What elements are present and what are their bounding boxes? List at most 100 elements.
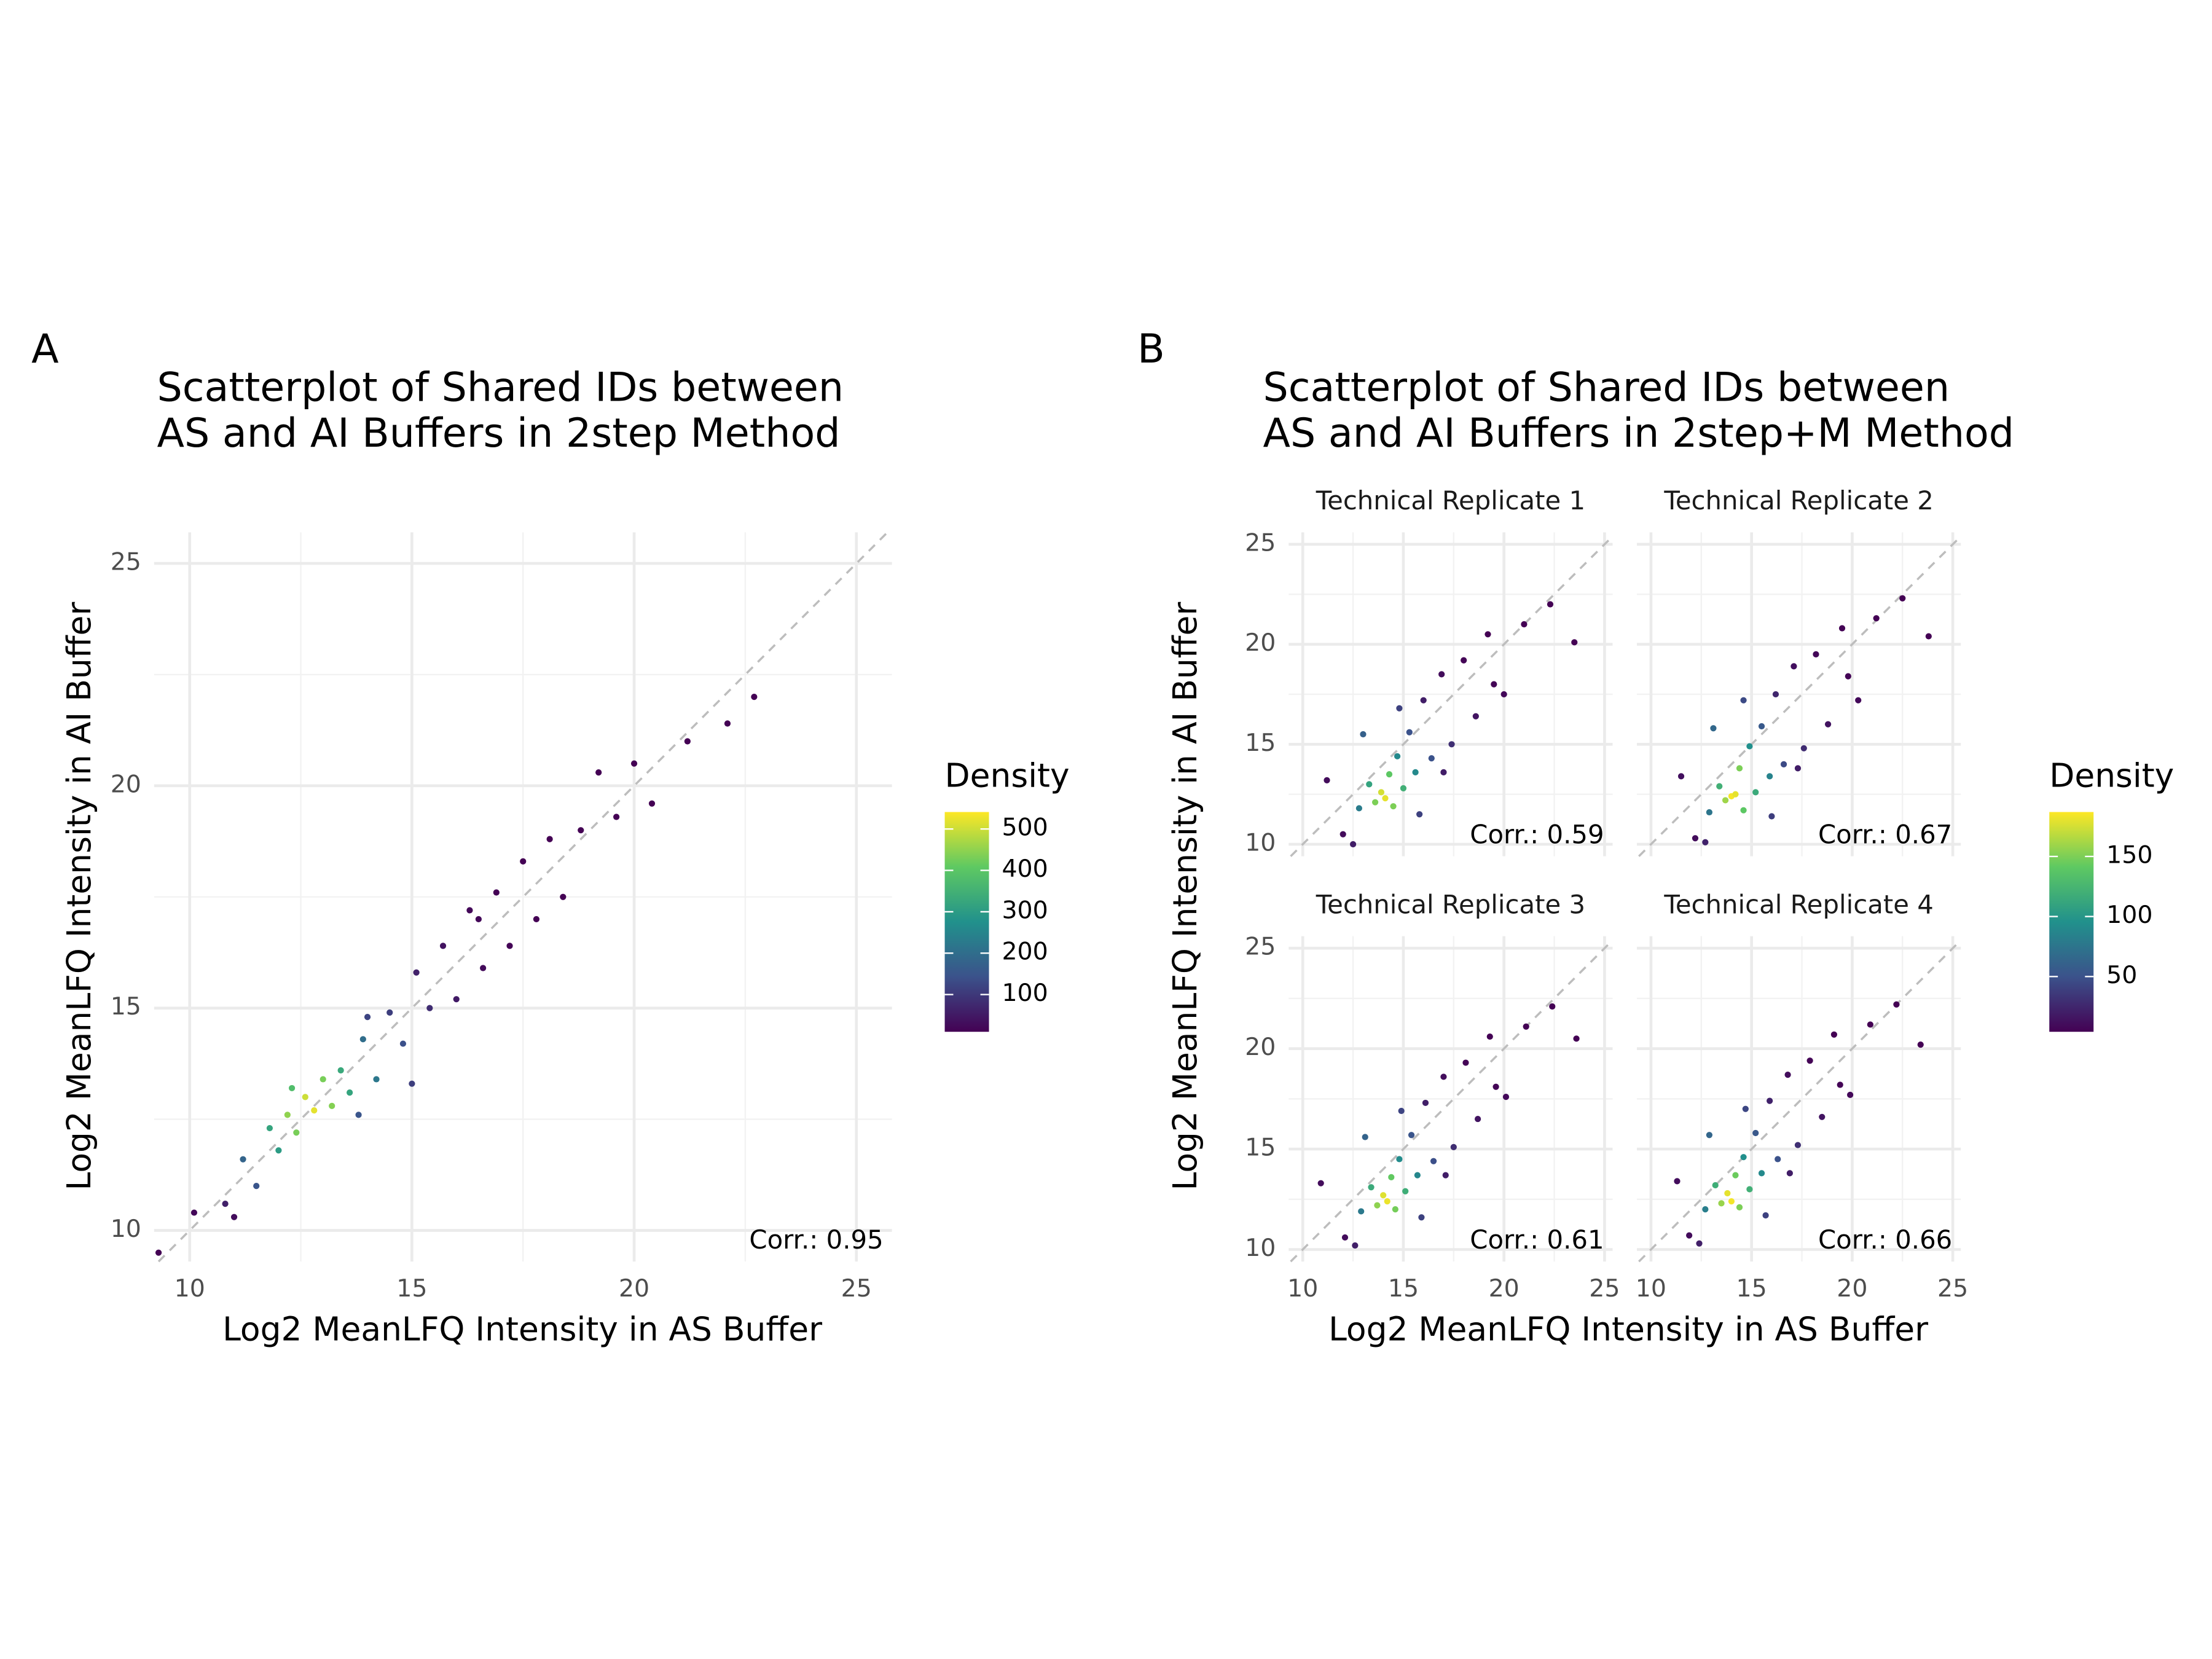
point [275,1147,282,1154]
point [1873,615,1880,622]
colorbar-label: 300 [1002,896,1048,924]
point [1408,1132,1415,1139]
point [613,814,620,820]
point [1416,811,1423,818]
point [1523,1023,1529,1030]
point [1324,777,1330,783]
point [1847,1091,1854,1098]
point [1475,1115,1481,1123]
point [1472,713,1479,720]
point [1758,1170,1765,1177]
point [1406,729,1413,735]
point [1440,1073,1447,1080]
point [1742,1105,1749,1112]
point [399,1040,407,1047]
point [1388,1174,1395,1180]
point [1491,681,1497,688]
point [684,738,691,745]
panel-label: A [31,326,58,372]
point [1899,595,1906,602]
point [475,916,482,923]
point [546,836,553,842]
point [311,1107,318,1114]
x-tick-label: 15 [1388,1274,1419,1303]
x-tick-label: 25 [1589,1274,1620,1303]
point [1362,1134,1368,1140]
x-tick-label: 20 [619,1274,649,1303]
point [1790,663,1797,670]
point [1855,697,1862,704]
colorbar-label: 400 [1002,855,1048,883]
point [1724,1190,1731,1197]
point [1893,1001,1900,1008]
point [1740,807,1747,814]
point [1492,1083,1499,1090]
point [1780,761,1787,767]
point [439,943,447,949]
y-tick-label: 20 [111,770,141,798]
point [1420,697,1427,704]
legend-title: Density [2049,756,2174,794]
x-axis-title: Log2 MeanLFQ Intensity in AS Buffer [1328,1310,1928,1349]
point [320,1076,326,1083]
x-axis-title: Log2 MeanLFQ Intensity in AS Buffer [222,1310,822,1349]
point [1392,1206,1398,1213]
point [1752,1129,1759,1137]
colorbar [2049,812,2094,1032]
point [506,943,513,949]
point [1677,773,1685,780]
legend-title: Density [945,756,1070,794]
point [1706,809,1712,816]
chart-title: AS and AI Buffers in 2step Method [157,410,840,457]
point [253,1183,260,1190]
chart-title: Scatterplot of Shared IDs between [157,365,844,411]
point [1925,633,1932,640]
strip-title: Technical Replicate 3 [1316,889,1585,919]
point [724,720,731,727]
point [1786,1170,1793,1177]
point [373,1076,380,1083]
point [1486,1033,1493,1040]
point [1740,1154,1747,1161]
annotation: Corr.: 0.61 [1470,1225,1604,1255]
strip-title: Technical Replicate 2 [1663,485,1933,516]
point [230,1214,238,1220]
point [1317,1180,1324,1186]
point [1440,769,1447,775]
y-axis-title: Log2 MeanLFQ Intensity in AI Buffer [60,602,98,1191]
point [1398,1107,1405,1115]
x-tick-label: 25 [841,1274,872,1303]
point [560,893,567,900]
annotation: Corr.: 0.66 [1818,1225,1952,1255]
point [533,916,540,923]
point [1400,785,1407,792]
point [1736,1204,1743,1211]
point [1917,1041,1924,1048]
colorbar-label: 50 [2106,961,2137,989]
point [1352,1242,1359,1249]
point [359,1036,366,1043]
point [1800,745,1807,751]
point [1394,753,1401,759]
point [1414,1172,1421,1179]
point [1368,1184,1375,1191]
point [520,858,527,865]
point [1339,831,1346,837]
colorbar-label: 200 [1002,938,1048,966]
point [413,969,420,976]
reference-line [1290,939,1614,1263]
point [1573,1035,1580,1042]
point [1824,721,1832,728]
y-tick-label: 25 [1245,528,1276,557]
point [1380,1192,1387,1199]
point [1438,671,1445,678]
point [1422,1099,1429,1107]
point [1716,783,1723,790]
y-tick-label: 10 [1245,829,1276,857]
chart-title: Scatterplot of Shared IDs between [1263,365,1950,411]
point [1830,1031,1838,1038]
point [1430,1158,1437,1164]
point [1402,1188,1409,1194]
point [1752,789,1759,796]
point [1396,705,1403,712]
